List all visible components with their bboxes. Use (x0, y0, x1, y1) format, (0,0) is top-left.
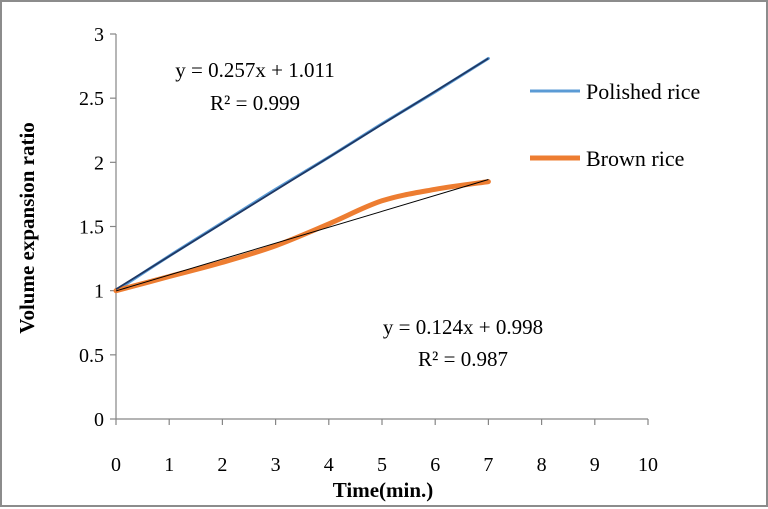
x-axis-title: Time(min.) (333, 478, 434, 502)
legend-label-polished: Polished rice (586, 79, 700, 104)
x-tick-label: 1 (164, 454, 174, 476)
x-tick-label: 3 (271, 454, 281, 476)
y-tick-label: 2.5 (79, 88, 104, 110)
axes: 0 0.5 1 1.5 2 2.5 3 0 1 2 3 4 5 6 7 8 9 10 (79, 24, 658, 476)
polished-r-squared: R² = 0.999 (210, 91, 300, 115)
x-tick-label: 9 (590, 454, 600, 476)
annotations: y = 0.257x + 1.011 R² = 0.999 y = 0.124x… (175, 58, 543, 371)
y-tick-label: 0.5 (79, 345, 104, 367)
x-tick-label: 6 (430, 454, 440, 476)
trendlines (115, 57, 489, 292)
polished-trendline (115, 57, 489, 291)
x-tick-label: 4 (324, 454, 334, 476)
y-tick-label: 1 (94, 281, 104, 303)
axis-titles: Time(min.) Volume expansion ratio (15, 122, 433, 502)
x-tick-label: 5 (377, 454, 387, 476)
y-tick-label: 2 (94, 152, 104, 174)
y-tick-label: 3 (94, 24, 104, 46)
brown-trendline (115, 179, 489, 292)
x-tick-label: 7 (483, 454, 493, 476)
y-tick-label: 0 (94, 409, 104, 431)
brown-equation: y = 0.124x + 0.998 (383, 315, 543, 339)
y-tick-label: 1.5 (79, 217, 104, 239)
legend-label-brown: Brown rice (586, 146, 684, 171)
x-tick-label: 2 (217, 454, 227, 476)
legend: Polished rice Brown rice (530, 79, 700, 171)
polished-equation: y = 0.257x + 1.011 (175, 58, 334, 82)
y-axis-title: Volume expansion ratio (15, 122, 39, 334)
x-tick-label: 0 (111, 454, 121, 476)
brown-r-squared: R² = 0.987 (418, 347, 508, 371)
x-tick-label: 8 (537, 454, 547, 476)
x-tick-label: 10 (638, 454, 658, 476)
